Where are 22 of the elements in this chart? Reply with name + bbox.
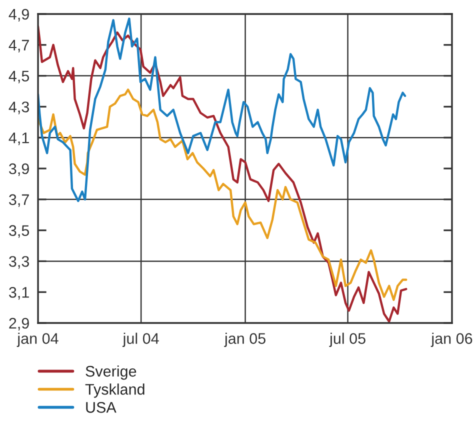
line-series — [38, 88, 408, 301]
y-tick-label: 3,5 — [9, 225, 30, 238]
x-tick-label: jan 04 — [16, 332, 58, 347]
y-tick-label: 2,9 — [9, 318, 29, 330]
y-tick-label: 4,3 — [8, 102, 29, 114]
x-tick-label: jan 06 — [430, 332, 472, 347]
legend-label: Sverige — [86, 365, 136, 380]
y-tick-label: 3,9 — [9, 163, 29, 176]
line-series — [38, 25, 408, 323]
y-tick-label: 3,1 — [9, 286, 29, 300]
legend-label: Tyskland — [85, 384, 144, 398]
x-tick-label: jan 05 — [224, 332, 266, 347]
x-tick-label: jul 05 — [329, 332, 366, 347]
x-tick-label: jul 04 — [122, 332, 159, 347]
y-tick-label: 4,9 — [8, 8, 29, 22]
line-series — [38, 18, 406, 202]
y-tick-label: 3,3 — [9, 256, 29, 269]
y-tick-label: 4,5 — [8, 70, 30, 84]
y-tick-label: 3,7 — [9, 194, 29, 207]
legend-label: USA — [86, 402, 116, 413]
y-tick-label: 4,1 — [8, 132, 29, 146]
y-tick-label: 4,7 — [8, 40, 29, 52]
